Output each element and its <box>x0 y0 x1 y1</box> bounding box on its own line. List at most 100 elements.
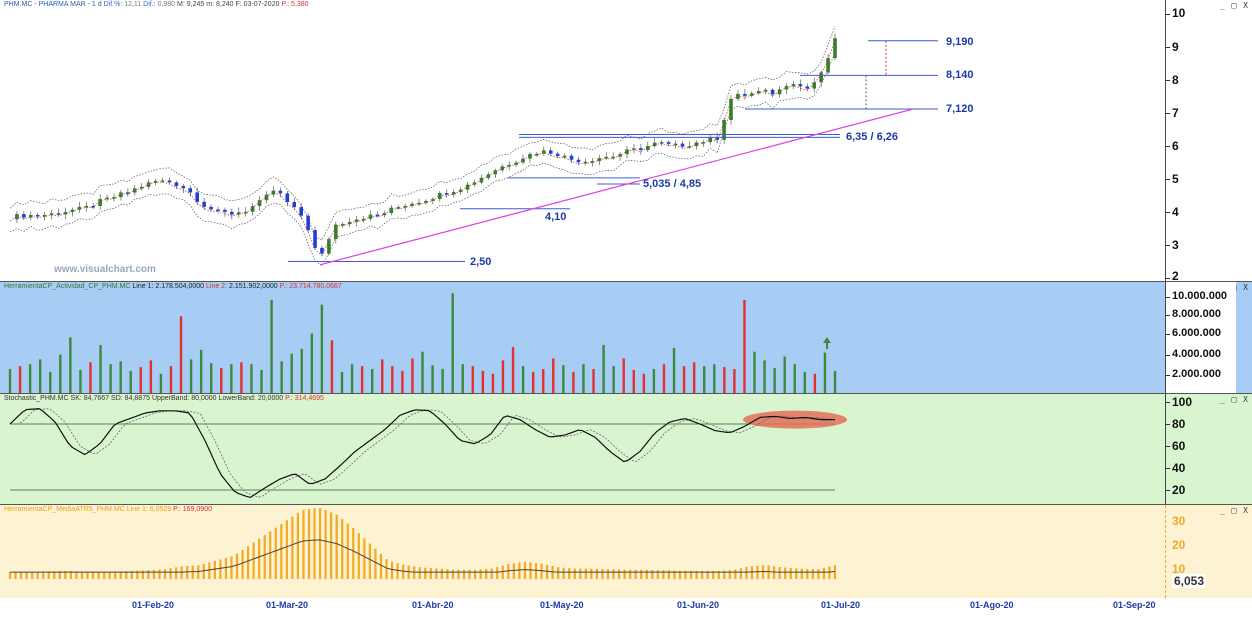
volume-line1-label: Line 1: <box>132 283 154 290</box>
candle-body <box>576 159 581 163</box>
level-label-410: 4,10 <box>545 211 567 223</box>
volume-bar <box>159 373 163 393</box>
price-y-axis[interactable]: 10 9 8 7 6 5 4 3 2 <box>1165 0 1236 281</box>
atr-y-axis[interactable]: 30 20 10 6,053 <box>1165 505 1236 598</box>
atr-bar <box>246 546 250 579</box>
atr-bar <box>772 566 776 579</box>
candle-body <box>528 153 532 159</box>
atr-bar <box>518 562 521 579</box>
price-plot[interactable]: 9,190 8,140 7,120 6,35 / 6,26 5,035 / 4,… <box>0 0 1165 281</box>
atr-bar <box>147 570 150 579</box>
sd-value: 84,8875 <box>124 395 150 402</box>
stochastic-panel[interactable]: Stochastic_PHM.MC SK: 84,7667 SD: 84,887… <box>0 393 1252 504</box>
volume-bar <box>652 369 656 393</box>
volume-bar <box>793 364 796 393</box>
candle-body <box>756 91 761 94</box>
price-panel[interactable]: PHM.MC - PHARMA MAR - 1 d Dif.%: 12,11 D… <box>0 0 1252 281</box>
atr-bar <box>402 564 405 579</box>
atr-bar <box>130 570 133 579</box>
candle-body <box>278 190 283 194</box>
atr-bar <box>568 568 571 579</box>
candle-body <box>382 213 387 216</box>
volume-bar <box>210 363 213 393</box>
volume-line2-value: 2.151.902,0000 <box>228 283 278 290</box>
volume-line2-label: Line 2: <box>206 283 228 290</box>
candle-body <box>243 211 248 214</box>
candle-body <box>438 193 442 200</box>
atr-bar <box>474 569 477 579</box>
atr-bar <box>833 565 837 579</box>
stochastic-plot[interactable] <box>0 394 1165 504</box>
candle-body <box>188 188 193 193</box>
level-label-9190: 9,190 <box>946 36 974 48</box>
volume-tick-2m: 2.000.000 <box>1172 368 1221 380</box>
volume-bar <box>199 349 203 393</box>
candle-body <box>264 194 269 201</box>
volume-bar <box>723 367 726 393</box>
atr-window-buttons[interactable]: _ □ X <box>1219 506 1249 515</box>
volume-bar <box>79 369 82 393</box>
atr-bar <box>346 523 349 579</box>
dif-value: 0,980 <box>157 1 176 8</box>
price-tick-7: 7 <box>1172 106 1179 120</box>
candle-body <box>160 180 165 182</box>
atr-bar <box>307 509 311 579</box>
upper-band-line <box>9 26 836 241</box>
volume-p-label: P.: <box>279 283 288 290</box>
volume-bar <box>59 354 62 393</box>
candle-body <box>770 89 775 95</box>
candle-body <box>562 155 567 158</box>
candle-body <box>375 214 380 217</box>
candle-body <box>63 211 68 215</box>
atr-bar <box>712 570 715 579</box>
atr-bar <box>789 567 792 579</box>
candle-body <box>625 149 629 155</box>
candle-body <box>181 186 186 189</box>
level-label-8140: 8,140 <box>946 69 974 81</box>
volume-bar <box>612 366 615 393</box>
atr-bar <box>828 566 831 579</box>
volume-plot[interactable] <box>0 282 1165 393</box>
atr-bar <box>379 553 383 579</box>
x-tick-jul: 01-Jul-20 <box>821 600 861 610</box>
atr-bar <box>75 571 78 579</box>
x-tick-mar: 01-Mar-20 <box>266 600 309 610</box>
candle-body <box>763 89 768 92</box>
stochastic-window-buttons[interactable]: _ □ X <box>1219 395 1249 404</box>
candle-body <box>569 155 574 160</box>
volume-panel[interactable]: HerramientaCP_Actividad_CP_PHM.MC Line 1… <box>0 281 1252 393</box>
atr-panel[interactable]: HerramientaCP_MediaATR5_PHM.MC Line 1: 6… <box>0 504 1252 598</box>
candle-body <box>472 182 477 185</box>
atr-bar <box>368 543 371 579</box>
stochastic-name: Stochastic_PHM.MC <box>4 395 69 402</box>
price-window-buttons[interactable]: _ □ X <box>1219 1 1249 10</box>
atr-bar <box>169 568 172 579</box>
volume-bar <box>481 370 485 393</box>
volume-bar <box>803 371 807 393</box>
atr-bar <box>296 512 300 579</box>
volume-bar <box>220 368 223 393</box>
volume-bar <box>129 370 132 393</box>
atr-bar <box>706 570 709 579</box>
candle-body <box>236 212 241 215</box>
volume-bar <box>461 364 464 393</box>
volume-bar <box>280 361 283 393</box>
max-value: 9,245 <box>186 1 205 8</box>
atr-bar <box>202 563 205 579</box>
atr-bar <box>335 514 338 579</box>
atr-bar <box>213 560 216 579</box>
trend-line <box>319 108 914 266</box>
candle-body <box>659 142 664 144</box>
x-axis[interactable]: 01-Feb-20 01-Mar-20 01-Abr-20 01-May-20 … <box>0 598 1252 624</box>
volume-bar <box>632 369 635 393</box>
stochastic-y-axis[interactable]: 100 80 60 40 20 <box>1165 394 1236 504</box>
atr-bar <box>745 566 748 579</box>
candle-body <box>646 146 650 151</box>
volume-y-axis[interactable]: 10.000.000 8.000.000 6.000.000 4.000.000… <box>1165 282 1236 393</box>
atr-bar <box>413 566 416 579</box>
volume-bar <box>360 366 364 393</box>
candle-body <box>750 93 754 96</box>
price-tick-2: 2 <box>1172 269 1179 281</box>
atr-plot[interactable] <box>0 505 1165 598</box>
atr-bar <box>103 571 106 579</box>
